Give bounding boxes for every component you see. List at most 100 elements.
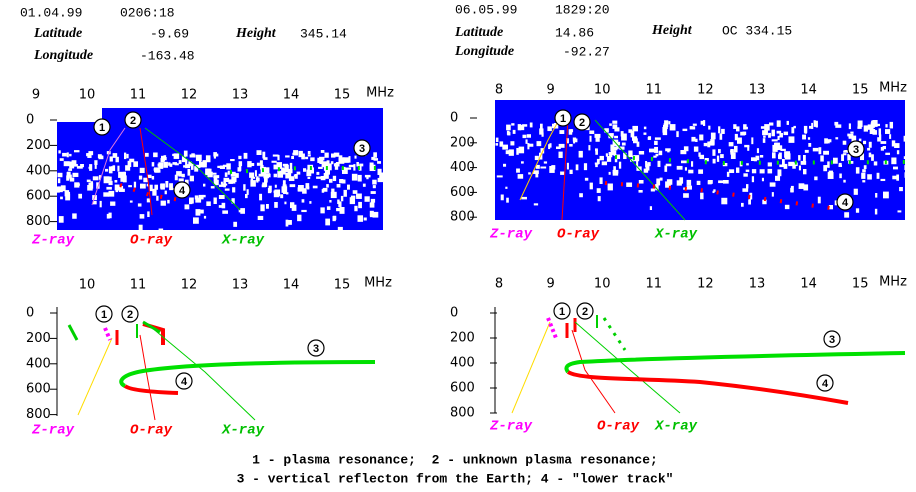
noise-pixel xyxy=(282,180,286,187)
noise-pixel xyxy=(352,190,358,194)
noise-pixel xyxy=(230,171,236,177)
noise-pixel xyxy=(200,209,204,214)
noise-pixel xyxy=(246,189,249,195)
noise-pixel xyxy=(336,184,341,188)
noise-pixel xyxy=(232,187,236,193)
noise-pixel xyxy=(777,169,782,177)
freq-tick-label: 14 xyxy=(800,83,817,98)
freq-tick-label: 13 xyxy=(232,88,249,103)
noise-pixel xyxy=(783,163,788,169)
noise-pixel xyxy=(656,178,661,186)
noise-pixel xyxy=(354,205,358,212)
noise-pixel xyxy=(289,184,296,188)
noise-pixel xyxy=(741,202,744,207)
noise-pixel xyxy=(834,200,838,206)
noise-pixel xyxy=(187,169,191,176)
noise-pixel xyxy=(219,165,225,169)
noise-pixel xyxy=(650,188,655,192)
noise-pixel xyxy=(364,196,370,202)
noise-pixel xyxy=(578,150,583,158)
noise-pixel xyxy=(665,148,671,152)
noise-pixel xyxy=(172,153,176,157)
noise-pixel xyxy=(58,150,61,154)
noise-pixel xyxy=(321,161,327,168)
noise-pixel xyxy=(369,162,374,170)
noise-pixel xyxy=(904,165,910,171)
noise-pixel xyxy=(823,150,830,155)
noise-pixel xyxy=(803,184,809,191)
noise-pixel xyxy=(855,167,860,174)
noise-pixel xyxy=(371,156,375,160)
noise-pixel xyxy=(276,162,282,169)
noise-pixel xyxy=(117,165,120,172)
noise-pixel xyxy=(284,201,287,205)
noise-pixel xyxy=(596,188,601,193)
noise-pixel xyxy=(342,179,346,184)
noise-pixel xyxy=(904,172,909,178)
noise-pixel xyxy=(712,149,716,156)
noise-pixel xyxy=(700,192,704,200)
noise-pixel xyxy=(118,188,125,192)
noise-pixel xyxy=(506,197,509,203)
noise-pixel xyxy=(540,123,543,131)
noise-pixel xyxy=(612,169,619,174)
noise-pixel xyxy=(707,180,712,185)
noise-pixel xyxy=(828,170,833,177)
marker-label: 4 xyxy=(822,378,829,390)
noise-pixel xyxy=(339,207,345,214)
noise-pixel xyxy=(369,202,375,208)
noise-pixel xyxy=(507,131,511,136)
noise-pixel xyxy=(654,146,659,153)
noise-pixel xyxy=(871,154,874,161)
noise-pixel xyxy=(528,143,534,147)
noise-pixel xyxy=(533,203,539,206)
noise-pixel xyxy=(181,173,185,178)
noise-pixel xyxy=(139,214,145,219)
noise-pixel xyxy=(643,126,647,130)
noise-pixel xyxy=(263,174,269,179)
noise-pixel xyxy=(57,172,63,178)
height-tick-label: 0 xyxy=(26,306,34,321)
noise-pixel xyxy=(793,125,796,129)
noise-pixel xyxy=(379,172,386,180)
noise-pixel xyxy=(68,191,71,199)
ray-label: X-ray xyxy=(654,227,698,243)
noise-pixel xyxy=(238,155,242,160)
noise-pixel xyxy=(168,162,171,166)
marker-circle xyxy=(823,330,841,348)
noise-pixel xyxy=(875,193,878,198)
noise-pixel xyxy=(688,169,694,174)
noise-pixel xyxy=(632,125,638,132)
noise-pixel xyxy=(763,135,766,138)
noise-pixel xyxy=(843,179,846,183)
noise-pixel xyxy=(730,152,736,159)
noise-pixel xyxy=(583,163,588,171)
noise-pixel xyxy=(733,124,737,129)
marker-circle xyxy=(816,374,834,392)
freq-tick-label: 11 xyxy=(646,83,663,98)
marker-circle xyxy=(124,111,142,129)
noise-pixel xyxy=(297,214,302,222)
noise-pixel xyxy=(847,133,850,137)
noise-pixel xyxy=(786,120,789,125)
noise-pixel xyxy=(721,128,725,134)
height-tick-label: 800 xyxy=(26,214,51,229)
noise-pixel xyxy=(353,164,356,171)
noise-pixel xyxy=(309,201,312,204)
noise-pixel xyxy=(88,166,92,169)
freq-tick-label: 10 xyxy=(594,83,611,98)
noise-pixel xyxy=(140,183,143,188)
noise-pixel xyxy=(303,168,307,172)
noise-pixel xyxy=(57,186,63,193)
date: 06.05.99 xyxy=(455,2,517,17)
noise-pixel xyxy=(667,149,670,153)
noise-pixel xyxy=(99,200,102,208)
noise-pixel xyxy=(178,178,184,182)
freq-tick-label: 11 xyxy=(130,88,147,103)
noise-pixel xyxy=(343,189,347,197)
noise-pixel xyxy=(329,178,333,183)
noise-pixel xyxy=(783,131,789,136)
noise-pixel xyxy=(595,149,598,155)
noise-pixel xyxy=(324,167,330,175)
